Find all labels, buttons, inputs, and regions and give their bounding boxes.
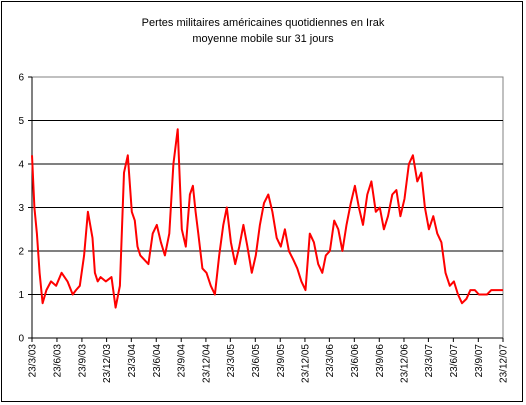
x-tick-label: 23/12/03 xyxy=(102,344,113,383)
x-tick-label: 23/12/06 xyxy=(399,344,410,383)
x-tick-label: 23/6/04 xyxy=(152,344,163,378)
x-tick-label: 23/3/03 xyxy=(28,344,39,378)
x-tick-label: 23/9/04 xyxy=(177,344,188,378)
x-tick-label: 23/3/06 xyxy=(325,344,336,378)
x-tick-label: 23/3/07 xyxy=(424,344,435,378)
series-line xyxy=(31,128,503,309)
y-tick-label: 0 xyxy=(18,334,24,345)
gridlines xyxy=(31,76,504,339)
x-tick-label: 23/6/06 xyxy=(350,344,361,378)
x-tick-label: 23/9/07 xyxy=(474,344,485,378)
x-tick-label: 23/3/04 xyxy=(127,344,138,378)
chart-subtitle: moyenne mobile sur 31 jours xyxy=(192,33,334,45)
x-tick-label: 23/6/03 xyxy=(52,344,63,378)
y-tick-label: 1 xyxy=(18,290,24,301)
chart-title: Pertes militaires américaines quotidienn… xyxy=(141,17,385,29)
x-tick-label: 23/12/07 xyxy=(499,344,510,383)
x-tick-label: 23/6/07 xyxy=(449,344,460,378)
y-tick-label: 5 xyxy=(18,116,24,127)
x-tick-label: 23/9/06 xyxy=(375,344,386,378)
y-tick-label: 3 xyxy=(18,203,24,214)
x-axis: 23/3/03 23/6/03 23/9/03 23/12/03 23/3/04 23/6… xyxy=(28,337,510,383)
series-group xyxy=(31,128,503,309)
y-tick-label: 2 xyxy=(18,247,24,258)
y-tick-label: 4 xyxy=(18,160,24,171)
x-tick-label: 23/12/04 xyxy=(201,344,212,383)
x-tick-label: 23/6/05 xyxy=(251,344,262,378)
x-tick-label: 23/9/05 xyxy=(276,344,287,378)
x-tick-label: 23/9/03 xyxy=(77,344,88,378)
y-axis: 0 1 2 3 4 5 6 xyxy=(18,73,33,345)
x-tick-label: 23/3/05 xyxy=(226,344,237,378)
x-tick-label: 23/12/05 xyxy=(300,344,311,383)
y-tick-label: 6 xyxy=(18,73,24,84)
